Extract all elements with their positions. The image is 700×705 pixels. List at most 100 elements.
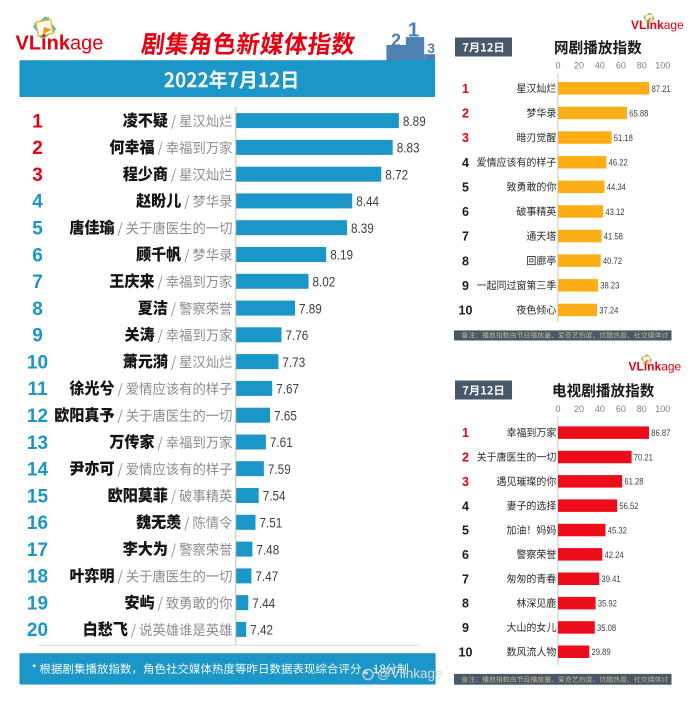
svg-text:87.21: 87.21	[652, 83, 671, 94]
svg-text:7.89: 7.89	[299, 300, 322, 316]
svg-text:10: 10	[27, 352, 48, 373]
svg-text:56.52: 56.52	[619, 500, 638, 511]
svg-text:19: 19	[27, 593, 48, 614]
svg-text:4: 4	[32, 192, 43, 213]
svg-text:20: 20	[574, 404, 584, 414]
svg-text:43.12: 43.12	[605, 206, 624, 217]
svg-text:2: 2	[462, 107, 469, 121]
svg-text:8: 8	[32, 299, 43, 320]
svg-text:VLink: VLink	[631, 18, 664, 32]
svg-text:46.22: 46.22	[609, 157, 628, 168]
svg-text:6: 6	[462, 205, 469, 219]
svg-text:4: 4	[462, 156, 469, 170]
svg-text:4: 4	[462, 499, 469, 513]
svg-text:7.51: 7.51	[260, 515, 283, 531]
svg-text:8.39: 8.39	[351, 220, 374, 236]
svg-text:7.61: 7.61	[270, 434, 293, 450]
svg-text:5: 5	[462, 180, 469, 194]
svg-text:3: 3	[32, 165, 43, 186]
svg-text:60: 60	[616, 61, 626, 71]
svg-text:20: 20	[574, 61, 584, 71]
svg-text:35.92: 35.92	[598, 598, 617, 609]
svg-text:7: 7	[462, 230, 469, 244]
svg-text:7.48: 7.48	[256, 541, 279, 557]
svg-text:2: 2	[32, 138, 43, 159]
svg-text:8: 8	[462, 254, 469, 268]
svg-text:10: 10	[459, 645, 473, 659]
svg-text:1: 1	[462, 82, 469, 96]
svg-text:7.73: 7.73	[282, 354, 305, 370]
svg-text:60: 60	[616, 404, 626, 414]
svg-text:37.24: 37.24	[599, 305, 618, 316]
svg-text:45.32: 45.32	[608, 525, 627, 536]
svg-text:7: 7	[462, 572, 469, 586]
svg-text:1: 1	[462, 426, 469, 440]
svg-text:29.89: 29.89	[592, 647, 611, 658]
svg-text:13: 13	[27, 433, 48, 454]
svg-text:7: 7	[32, 272, 43, 293]
svg-text:8: 8	[462, 597, 469, 611]
svg-text:80: 80	[637, 61, 647, 71]
svg-text:12: 12	[27, 406, 48, 427]
svg-text:86.87: 86.87	[651, 427, 670, 438]
svg-text:40: 40	[595, 61, 605, 71]
svg-text:0: 0	[555, 61, 560, 71]
svg-text:18: 18	[27, 567, 48, 588]
svg-text:8.72: 8.72	[385, 166, 408, 182]
svg-text:44.34: 44.34	[607, 182, 626, 193]
svg-text:6: 6	[32, 245, 43, 266]
svg-text:9: 9	[462, 279, 469, 293]
svg-text:41.58: 41.58	[604, 231, 623, 242]
svg-text:7.42: 7.42	[250, 622, 273, 638]
svg-text:42.24: 42.24	[605, 549, 624, 560]
svg-text:VLink: VLink	[629, 360, 662, 374]
svg-text:65.88: 65.88	[629, 108, 648, 119]
svg-text:9: 9	[462, 621, 469, 635]
svg-text:9: 9	[32, 326, 43, 347]
svg-text:8.89: 8.89	[403, 113, 426, 129]
svg-text:51.18: 51.18	[614, 132, 633, 143]
svg-text:1: 1	[408, 19, 419, 42]
svg-text:age: age	[70, 33, 103, 55]
svg-text:age: age	[661, 360, 681, 374]
svg-text:100: 100	[655, 404, 670, 414]
svg-text:VLink: VLink	[16, 33, 71, 55]
svg-text:39.41: 39.41	[602, 573, 621, 584]
svg-text:7.44: 7.44	[252, 595, 275, 611]
svg-text:1: 1	[32, 111, 43, 132]
svg-text:2: 2	[462, 451, 469, 465]
svg-text:8.44: 8.44	[356, 193, 379, 209]
svg-text:2: 2	[391, 30, 401, 50]
svg-text:7.59: 7.59	[268, 461, 291, 477]
svg-text:7.54: 7.54	[263, 488, 286, 504]
svg-text:11: 11	[27, 379, 48, 400]
svg-text:3: 3	[462, 475, 469, 489]
svg-text:16: 16	[27, 513, 48, 534]
svg-text:0: 0	[555, 404, 560, 414]
svg-text:6: 6	[462, 548, 469, 562]
svg-text:40: 40	[595, 404, 605, 414]
svg-text:7.67: 7.67	[276, 381, 299, 397]
svg-text:7.76: 7.76	[286, 327, 309, 343]
svg-text:7.47: 7.47	[255, 568, 278, 584]
svg-text:10: 10	[459, 304, 473, 318]
svg-text:5: 5	[462, 524, 469, 538]
svg-text:8.19: 8.19	[330, 247, 353, 263]
svg-text:8.83: 8.83	[397, 140, 420, 156]
svg-text:8.02: 8.02	[313, 274, 336, 290]
svg-text:age: age	[664, 18, 684, 32]
svg-text:14: 14	[27, 460, 49, 481]
svg-text:5: 5	[32, 219, 43, 240]
svg-text:100: 100	[655, 61, 670, 71]
svg-text:20: 20	[27, 620, 48, 641]
svg-text:61.28: 61.28	[624, 476, 643, 487]
svg-text:15: 15	[27, 486, 49, 507]
svg-text:3: 3	[428, 41, 436, 56]
svg-text:3: 3	[462, 131, 469, 145]
svg-text:80: 80	[637, 404, 647, 414]
svg-text:7.65: 7.65	[274, 407, 297, 423]
svg-text:70.21: 70.21	[634, 452, 653, 463]
svg-text:@Vlinkage: @Vlinkage	[377, 666, 443, 681]
svg-text:17: 17	[27, 540, 48, 561]
svg-text:40.72: 40.72	[603, 255, 622, 266]
